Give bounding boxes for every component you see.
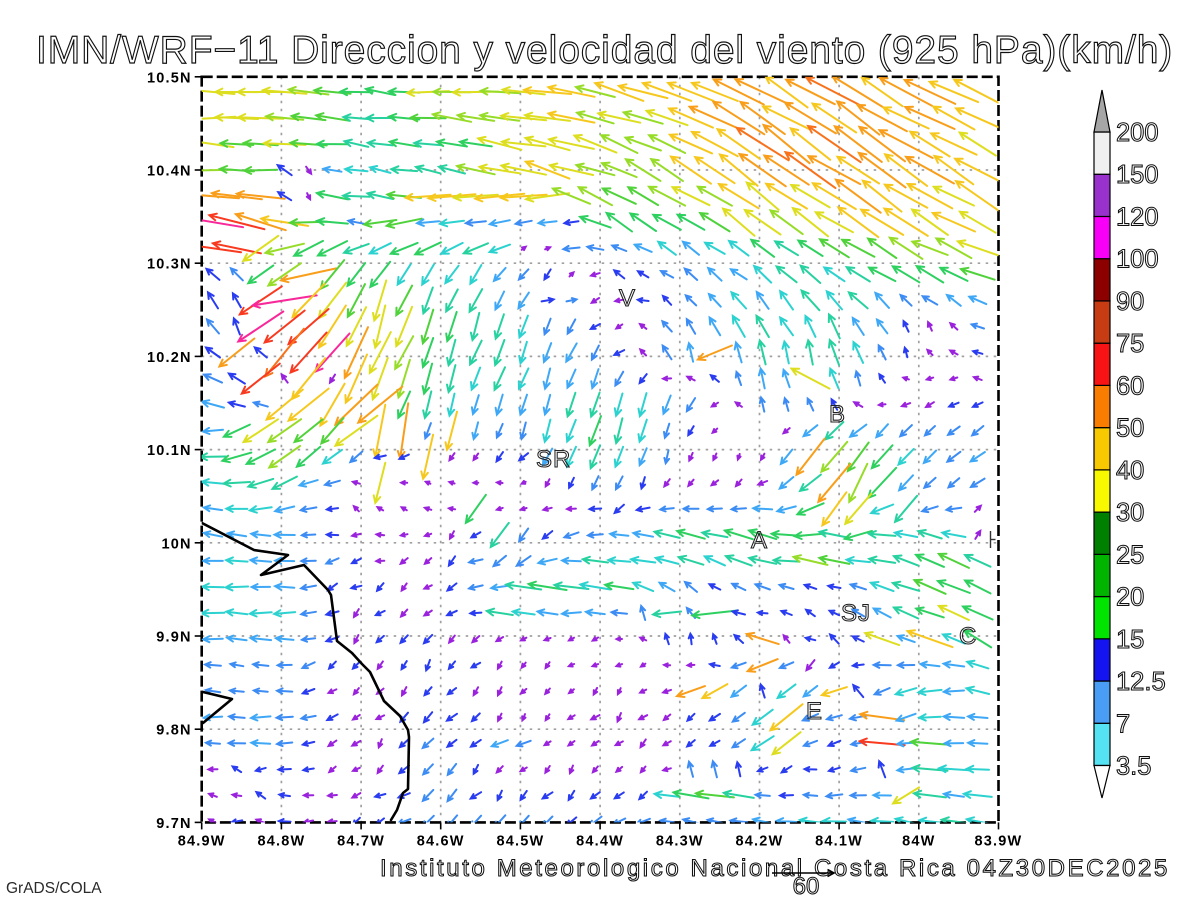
svg-text:100: 100 bbox=[1116, 246, 1159, 274]
svg-text:84.7W: 84.7W bbox=[337, 833, 385, 849]
svg-text:84.9W: 84.9W bbox=[178, 833, 226, 849]
svg-text:30: 30 bbox=[1116, 499, 1144, 527]
svg-text:84W: 84W bbox=[902, 833, 935, 849]
svg-text:SR: SR bbox=[536, 446, 571, 473]
svg-text:12.5: 12.5 bbox=[1116, 668, 1166, 696]
svg-text:E: E bbox=[806, 698, 823, 725]
svg-text:A: A bbox=[751, 527, 768, 554]
svg-text:9.9N: 9.9N bbox=[156, 630, 191, 646]
svg-text:B: B bbox=[829, 401, 846, 428]
svg-text:84.8W: 84.8W bbox=[257, 833, 305, 849]
svg-text:84.5W: 84.5W bbox=[496, 833, 544, 849]
svg-text:Instituto Meteorologico Nacion: Instituto Meteorologico Nacional Costa R… bbox=[380, 855, 1170, 882]
svg-text:84.6W: 84.6W bbox=[417, 833, 465, 849]
svg-text:60: 60 bbox=[793, 873, 820, 900]
svg-text:IMN/WRF−11 Direccion y velocid: IMN/WRF−11 Direccion y velocidad del vie… bbox=[36, 29, 1173, 72]
svg-text:SJ: SJ bbox=[841, 600, 871, 627]
svg-text:10N: 10N bbox=[161, 536, 191, 552]
svg-text:C: C bbox=[959, 623, 977, 650]
svg-text:3.5: 3.5 bbox=[1116, 753, 1151, 781]
svg-text:84.4W: 84.4W bbox=[576, 833, 624, 849]
svg-text:10.1N: 10.1N bbox=[147, 443, 192, 459]
svg-text:150: 150 bbox=[1116, 161, 1159, 189]
svg-text:83.9W: 83.9W bbox=[975, 833, 1023, 849]
svg-text:40: 40 bbox=[1116, 457, 1144, 485]
svg-text:84.1W: 84.1W bbox=[815, 833, 863, 849]
svg-text:84.3W: 84.3W bbox=[656, 833, 704, 849]
svg-text:10.3N: 10.3N bbox=[147, 257, 192, 273]
svg-text:7: 7 bbox=[1116, 710, 1130, 738]
svg-text:75: 75 bbox=[1116, 330, 1144, 358]
svg-text:200: 200 bbox=[1116, 119, 1159, 147]
svg-text:25: 25 bbox=[1116, 541, 1144, 569]
svg-text:10.5N: 10.5N bbox=[147, 70, 192, 86]
svg-text:V: V bbox=[619, 285, 636, 312]
svg-text:GrADS/COLA: GrADS/COLA bbox=[6, 880, 102, 897]
svg-text:84.2W: 84.2W bbox=[736, 833, 784, 849]
svg-text:15: 15 bbox=[1116, 626, 1144, 654]
svg-text:60: 60 bbox=[1116, 372, 1144, 400]
svg-text:9.8N: 9.8N bbox=[156, 723, 191, 739]
svg-text:20: 20 bbox=[1116, 584, 1144, 612]
svg-text:90: 90 bbox=[1116, 288, 1144, 316]
svg-text:50: 50 bbox=[1116, 415, 1144, 443]
svg-text:10.4N: 10.4N bbox=[147, 164, 192, 180]
svg-text:10.2N: 10.2N bbox=[147, 350, 192, 366]
svg-text:120: 120 bbox=[1116, 204, 1159, 232]
svg-text:9.7N: 9.7N bbox=[156, 816, 191, 832]
